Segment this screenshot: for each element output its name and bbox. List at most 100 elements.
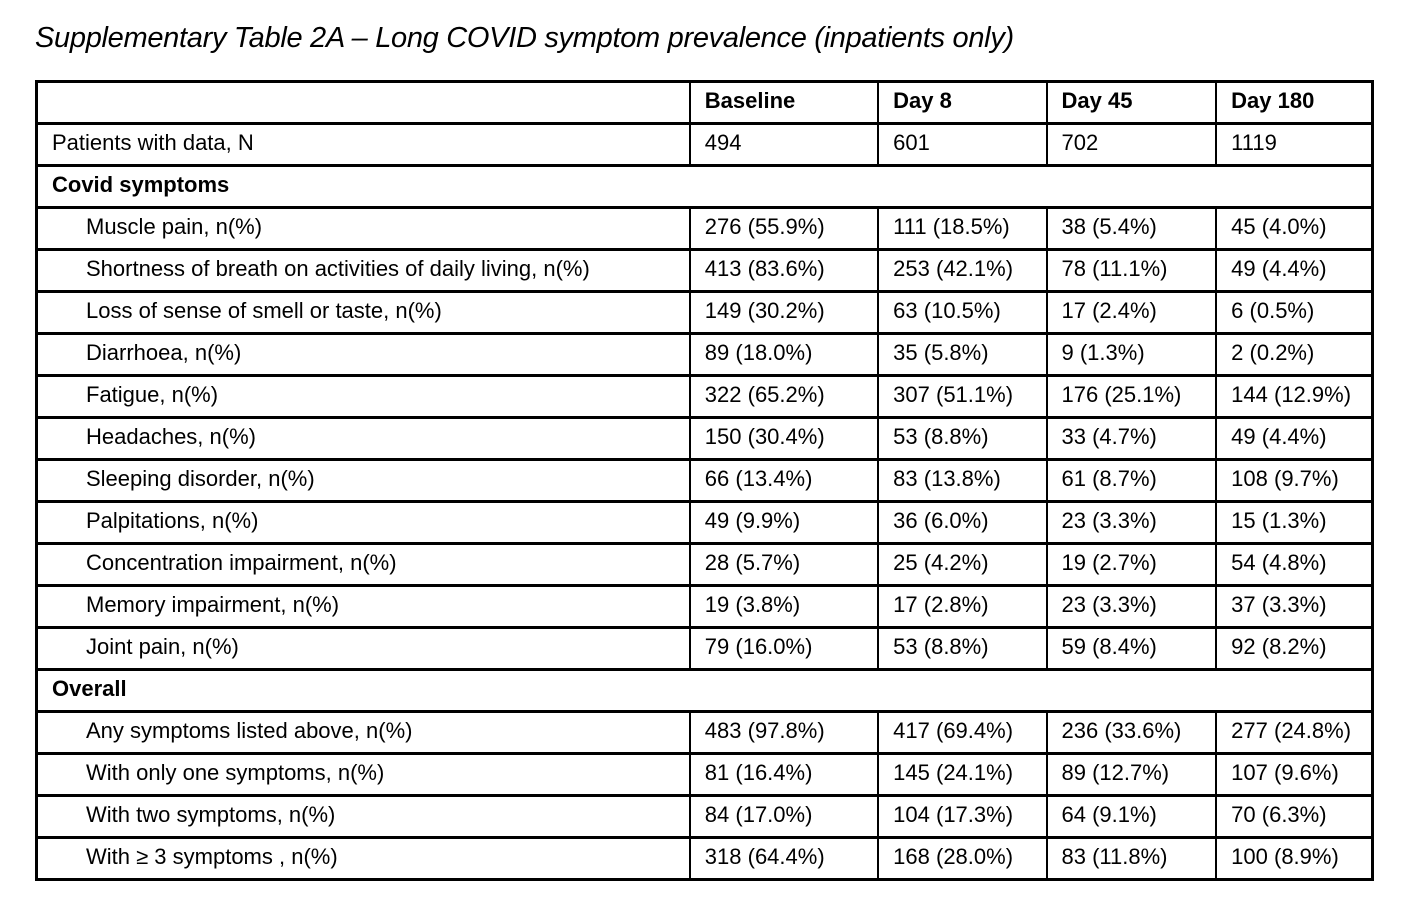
table-row: With two symptoms, n(%) 84 (17.0%) 104 (17… <box>35 794 1374 839</box>
table-row: Headaches, n(%) 150 (30.4%) 53 (8.8%) 33 (4… <box>35 416 1374 461</box>
row-label-cell: Fatigue, n(%) <box>35 374 691 419</box>
value-cell: 145 (24.1%) <box>877 752 1048 797</box>
section-header-row: Overall <box>35 668 1374 713</box>
row-label-cell: With only one symptoms, n(%) <box>35 752 691 797</box>
value-cell: 70 (6.3%) <box>1215 794 1374 839</box>
row-label-cell: Any symptoms listed above, n(%) <box>35 710 691 755</box>
value-cell: 9 (1.3%) <box>1045 332 1218 377</box>
value-cell: 276 (55.9%) <box>688 206 880 251</box>
value-cell: 601 <box>877 122 1048 167</box>
row-label-cell: Patients with data, N <box>35 122 691 167</box>
value-cell: 79 (16.0%) <box>688 626 880 671</box>
value-cell: 89 (18.0%) <box>688 332 880 377</box>
value-cell: 23 (3.3%) <box>1045 584 1218 629</box>
value-cell: 494 <box>688 122 880 167</box>
column-header: Day 180 <box>1215 80 1374 125</box>
value-cell: 28 (5.7%) <box>688 542 880 587</box>
corner-header-cell <box>35 80 691 125</box>
value-cell: 45 (4.0%) <box>1215 206 1374 251</box>
column-header: Day 45 <box>1045 80 1218 125</box>
table-row: With ≥ 3 symptoms , n(%) 318 (64.4%) 168 (… <box>35 836 1374 881</box>
value-cell: 23 (3.3%) <box>1045 500 1218 545</box>
table-row: Muscle pain, n(%) 276 (55.9%) 111 (18.5%) 3… <box>35 206 1374 251</box>
row-label-cell: Palpitations, n(%) <box>35 500 691 545</box>
row-label-cell: Loss of sense of smell or taste, n(%) <box>35 290 691 335</box>
table-row: With only one symptoms, n(%) 81 (16.4%) 14… <box>35 752 1374 797</box>
table-row: Concentration impairment, n(%) 28 (5.7%) 2… <box>35 542 1374 587</box>
header-row: Baseline Day 8 Day 45 Day 180 <box>35 80 1374 125</box>
row-label-cell: Concentration impairment, n(%) <box>35 542 691 587</box>
value-cell: 19 (2.7%) <box>1045 542 1218 587</box>
row-label-cell: Memory impairment, n(%) <box>35 584 691 629</box>
value-cell: 15 (1.3%) <box>1215 500 1374 545</box>
table-row: Shortness of breath on activities of dai… <box>35 248 1374 293</box>
value-cell: 108 (9.7%) <box>1215 458 1374 503</box>
value-cell: 318 (64.4%) <box>688 836 880 881</box>
value-cell: 33 (4.7%) <box>1045 416 1218 461</box>
value-cell: 150 (30.4%) <box>688 416 880 461</box>
value-cell: 36 (6.0%) <box>877 500 1048 545</box>
value-cell: 25 (4.2%) <box>877 542 1048 587</box>
value-cell: 63 (10.5%) <box>877 290 1048 335</box>
value-cell: 61 (8.7%) <box>1045 458 1218 503</box>
value-cell: 37 (3.3%) <box>1215 584 1374 629</box>
value-cell: 2 (0.2%) <box>1215 332 1374 377</box>
table-row: Sleeping disorder, n(%) 66 (13.4%) 83 (13.… <box>35 458 1374 503</box>
row-label-cell: With two symptoms, n(%) <box>35 794 691 839</box>
table-row: Joint pain, n(%) 79 (16.0%) 53 (8.8%) 59 (8… <box>35 626 1374 671</box>
row-label-cell: With ≥ 3 symptoms , n(%) <box>35 836 691 881</box>
value-cell: 35 (5.8%) <box>877 332 1048 377</box>
value-cell: 53 (8.8%) <box>877 626 1048 671</box>
section-header-label: Overall <box>35 668 1374 713</box>
section-header-label: Covid symptoms <box>35 164 1374 209</box>
value-cell: 53 (8.8%) <box>877 416 1048 461</box>
value-cell: 78 (11.1%) <box>1045 248 1218 293</box>
value-cell: 6 (0.5%) <box>1215 290 1374 335</box>
value-cell: 322 (65.2%) <box>688 374 880 419</box>
value-cell: 54 (4.8%) <box>1215 542 1374 587</box>
value-cell: 702 <box>1045 122 1218 167</box>
value-cell: 253 (42.1%) <box>877 248 1048 293</box>
value-cell: 111 (18.5%) <box>877 206 1048 251</box>
value-cell: 144 (12.9%) <box>1215 374 1374 419</box>
value-cell: 1119 <box>1215 122 1374 167</box>
value-cell: 104 (17.3%) <box>877 794 1048 839</box>
row-label-cell: Headaches, n(%) <box>35 416 691 461</box>
value-cell: 17 (2.4%) <box>1045 290 1218 335</box>
value-cell: 236 (33.6%) <box>1045 710 1218 755</box>
value-cell: 176 (25.1%) <box>1045 374 1218 419</box>
value-cell: 168 (28.0%) <box>877 836 1048 881</box>
column-header: Day 8 <box>877 80 1048 125</box>
symptom-prevalence-table: Baseline Day 8 Day 45 Day 180 Patients with… <box>35 80 1374 881</box>
value-cell: 83 (11.8%) <box>1045 836 1218 881</box>
value-cell: 277 (24.8%) <box>1215 710 1374 755</box>
table-row: Patients with data, N 494 601 702 1119 <box>35 122 1374 167</box>
row-label-cell: Sleeping disorder, n(%) <box>35 458 691 503</box>
value-cell: 49 (4.4%) <box>1215 416 1374 461</box>
value-cell: 49 (9.9%) <box>688 500 880 545</box>
value-cell: 49 (4.4%) <box>1215 248 1374 293</box>
row-label-cell: Muscle pain, n(%) <box>35 206 691 251</box>
table-body: Patients with data, N 494 601 702 1119 Covid … <box>35 122 1374 881</box>
value-cell: 107 (9.6%) <box>1215 752 1374 797</box>
value-cell: 417 (69.4%) <box>877 710 1048 755</box>
value-cell: 59 (8.4%) <box>1045 626 1218 671</box>
value-cell: 17 (2.8%) <box>877 584 1048 629</box>
table-row: Palpitations, n(%) 49 (9.9%) 36 (6.0%) 23 (… <box>35 500 1374 545</box>
row-label-cell: Joint pain, n(%) <box>35 626 691 671</box>
value-cell: 483 (97.8%) <box>688 710 880 755</box>
row-label-cell: Diarrhoea, n(%) <box>35 332 691 377</box>
value-cell: 84 (17.0%) <box>688 794 880 839</box>
table-row: Fatigue, n(%) 322 (65.2%) 307 (51.1%) 176 (… <box>35 374 1374 419</box>
row-label-cell: Shortness of breath on activities of dai… <box>35 248 691 293</box>
value-cell: 38 (5.4%) <box>1045 206 1218 251</box>
value-cell: 81 (16.4%) <box>688 752 880 797</box>
value-cell: 307 (51.1%) <box>877 374 1048 419</box>
column-header: Baseline <box>688 80 880 125</box>
section-header-row: Covid symptoms <box>35 164 1374 209</box>
value-cell: 64 (9.1%) <box>1045 794 1218 839</box>
value-cell: 83 (13.8%) <box>877 458 1048 503</box>
value-cell: 92 (8.2%) <box>1215 626 1374 671</box>
table-row: Diarrhoea, n(%) 89 (18.0%) 35 (5.8%) 9 (1.3… <box>35 332 1374 377</box>
